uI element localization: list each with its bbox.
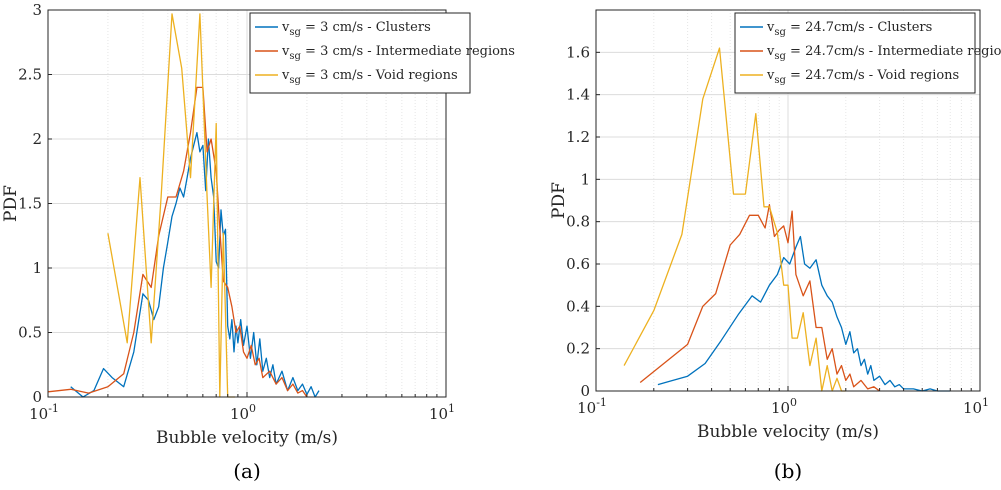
y-tick-label: 1.6 (566, 43, 590, 61)
x-tick-label: 100 (771, 396, 797, 417)
legend-entry-1: vsg = 3 cm/s - Clusters (281, 20, 431, 38)
y-tick-label: 0.4 (566, 297, 590, 315)
y-tick-label: 2 (32, 130, 42, 148)
y-tick-label: 0.8 (566, 213, 590, 231)
y-tick-label: 1.5 (18, 195, 42, 213)
legend-entry-3: vsg = 3 cm/s - Void regions (281, 68, 458, 86)
y-tick-label: 1.4 (566, 86, 590, 104)
x-axis-label: Bubble velocity (m/s) (156, 428, 338, 448)
legend-entry-2: vsg = 24.7cm/s - Intermediate regions (766, 44, 1001, 62)
series-line-3 (107, 13, 235, 398)
series-line-2 (639, 204, 880, 392)
y-tick-label: 0.5 (18, 324, 42, 342)
chart-panel-2: 0 0.2 0.4 0.6 0.8 1 1.2 1.4 1.6 10-1 100 101 Bubble … (549, 9, 1001, 483)
y-tick-label: 0 (32, 388, 42, 406)
x-tick-label: 101 (963, 396, 989, 417)
y-axis-label: PDF (549, 182, 569, 219)
x-axis-label: Bubble velocity (m/s) (697, 422, 879, 442)
legend: vsg = 3 cm/s - Clusters vsg = 3 cm/s - In… (249, 12, 515, 94)
y-tick-label: 0.6 (566, 255, 590, 273)
series-line-3 (623, 47, 846, 392)
legend-entry-3: vsg = 24.7cm/s - Void regions (766, 68, 959, 86)
y-tick-label: 1 (580, 170, 590, 188)
legend-box (734, 12, 976, 94)
y-tick-label: 3 (32, 1, 42, 19)
legend-entry-2: vsg = 3 cm/s - Intermediate regions (281, 44, 515, 62)
x-tick-label: 10-1 (29, 402, 59, 423)
x-tick-label: 10-1 (577, 396, 607, 417)
panel-caption: (b) (774, 459, 802, 483)
series-line-1 (657, 235, 951, 392)
x-tick-label: 101 (429, 402, 455, 423)
legend-entry-1: vsg = 24.7cm/s - Clusters (766, 20, 932, 38)
legend: vsg = 24.7cm/s - Clusters vsg = 24.7cm/s … (734, 12, 1001, 94)
y-tick-label: 1 (32, 259, 42, 277)
panel-caption: (a) (233, 459, 261, 483)
y-tick-label: 0 (580, 382, 590, 400)
y-tick-label: 0.2 (566, 340, 590, 358)
y-tick-label: 1.2 (566, 128, 590, 146)
chart-panel-1: 0 0.5 1 1.5 2 2.5 3 10-1 100 101 Bubble velocity (… (1, 1, 515, 483)
y-axis-label: PDF (1, 185, 21, 222)
y-tick-label: 2.5 (18, 66, 42, 84)
legend-box (249, 12, 471, 94)
x-tick-label: 100 (230, 402, 256, 423)
series-line-2 (47, 86, 308, 398)
series-line-1 (70, 131, 320, 398)
